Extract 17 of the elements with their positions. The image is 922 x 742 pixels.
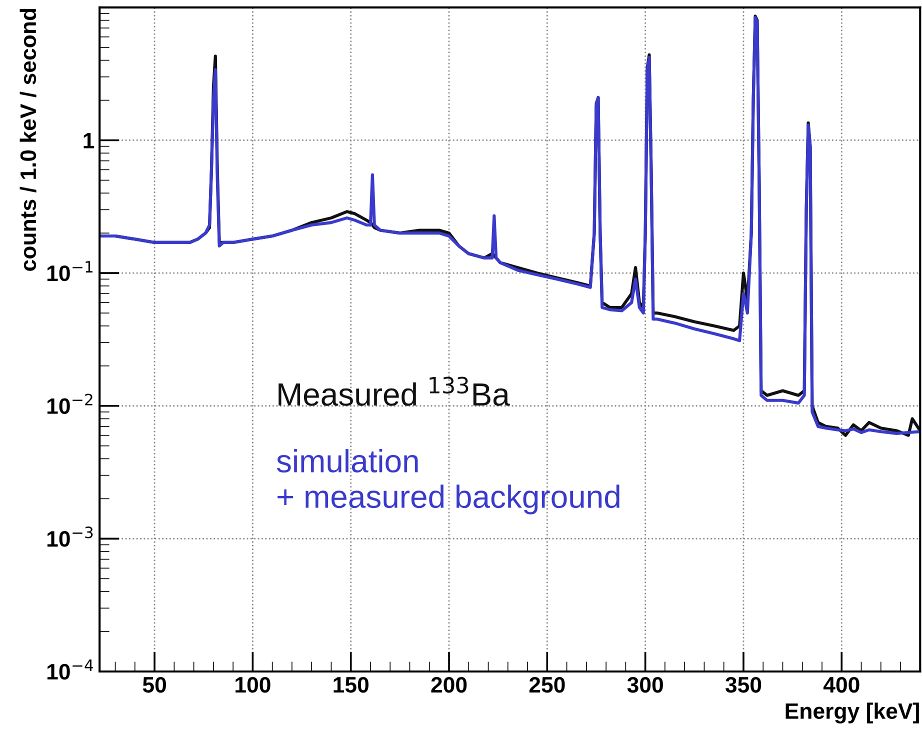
x-tick-label: 250 [529, 676, 565, 693]
y-axis-title: counts / 1.0 keV / second [20, 8, 36, 271]
text: Measured $^{133}$Ba [278, 376, 510, 406]
x-axis-title: Energy [keV] [786, 702, 919, 724]
x-tick-label: 150 [334, 676, 368, 693]
y-tick-label: 10$^{−3}$ [47, 526, 93, 547]
x-tick-label: 50 [142, 676, 166, 693]
y-tick-label: 1 [84, 133, 94, 148]
x-tick-label: 100 [236, 676, 270, 693]
x-tick-label: 300 [627, 676, 663, 693]
y-tick-label: 10$^{−4}$ [47, 660, 94, 680]
text: simulation + measured background [276, 449, 620, 514]
x-tick-label: 400 [823, 676, 860, 693]
y-tick-label: 10$^{−1}$ [47, 261, 92, 282]
x-tick-label: 200 [431, 676, 467, 693]
y-tick-label: 10$^{−2}$ [47, 394, 92, 414]
x-tick-label: 350 [725, 676, 762, 693]
